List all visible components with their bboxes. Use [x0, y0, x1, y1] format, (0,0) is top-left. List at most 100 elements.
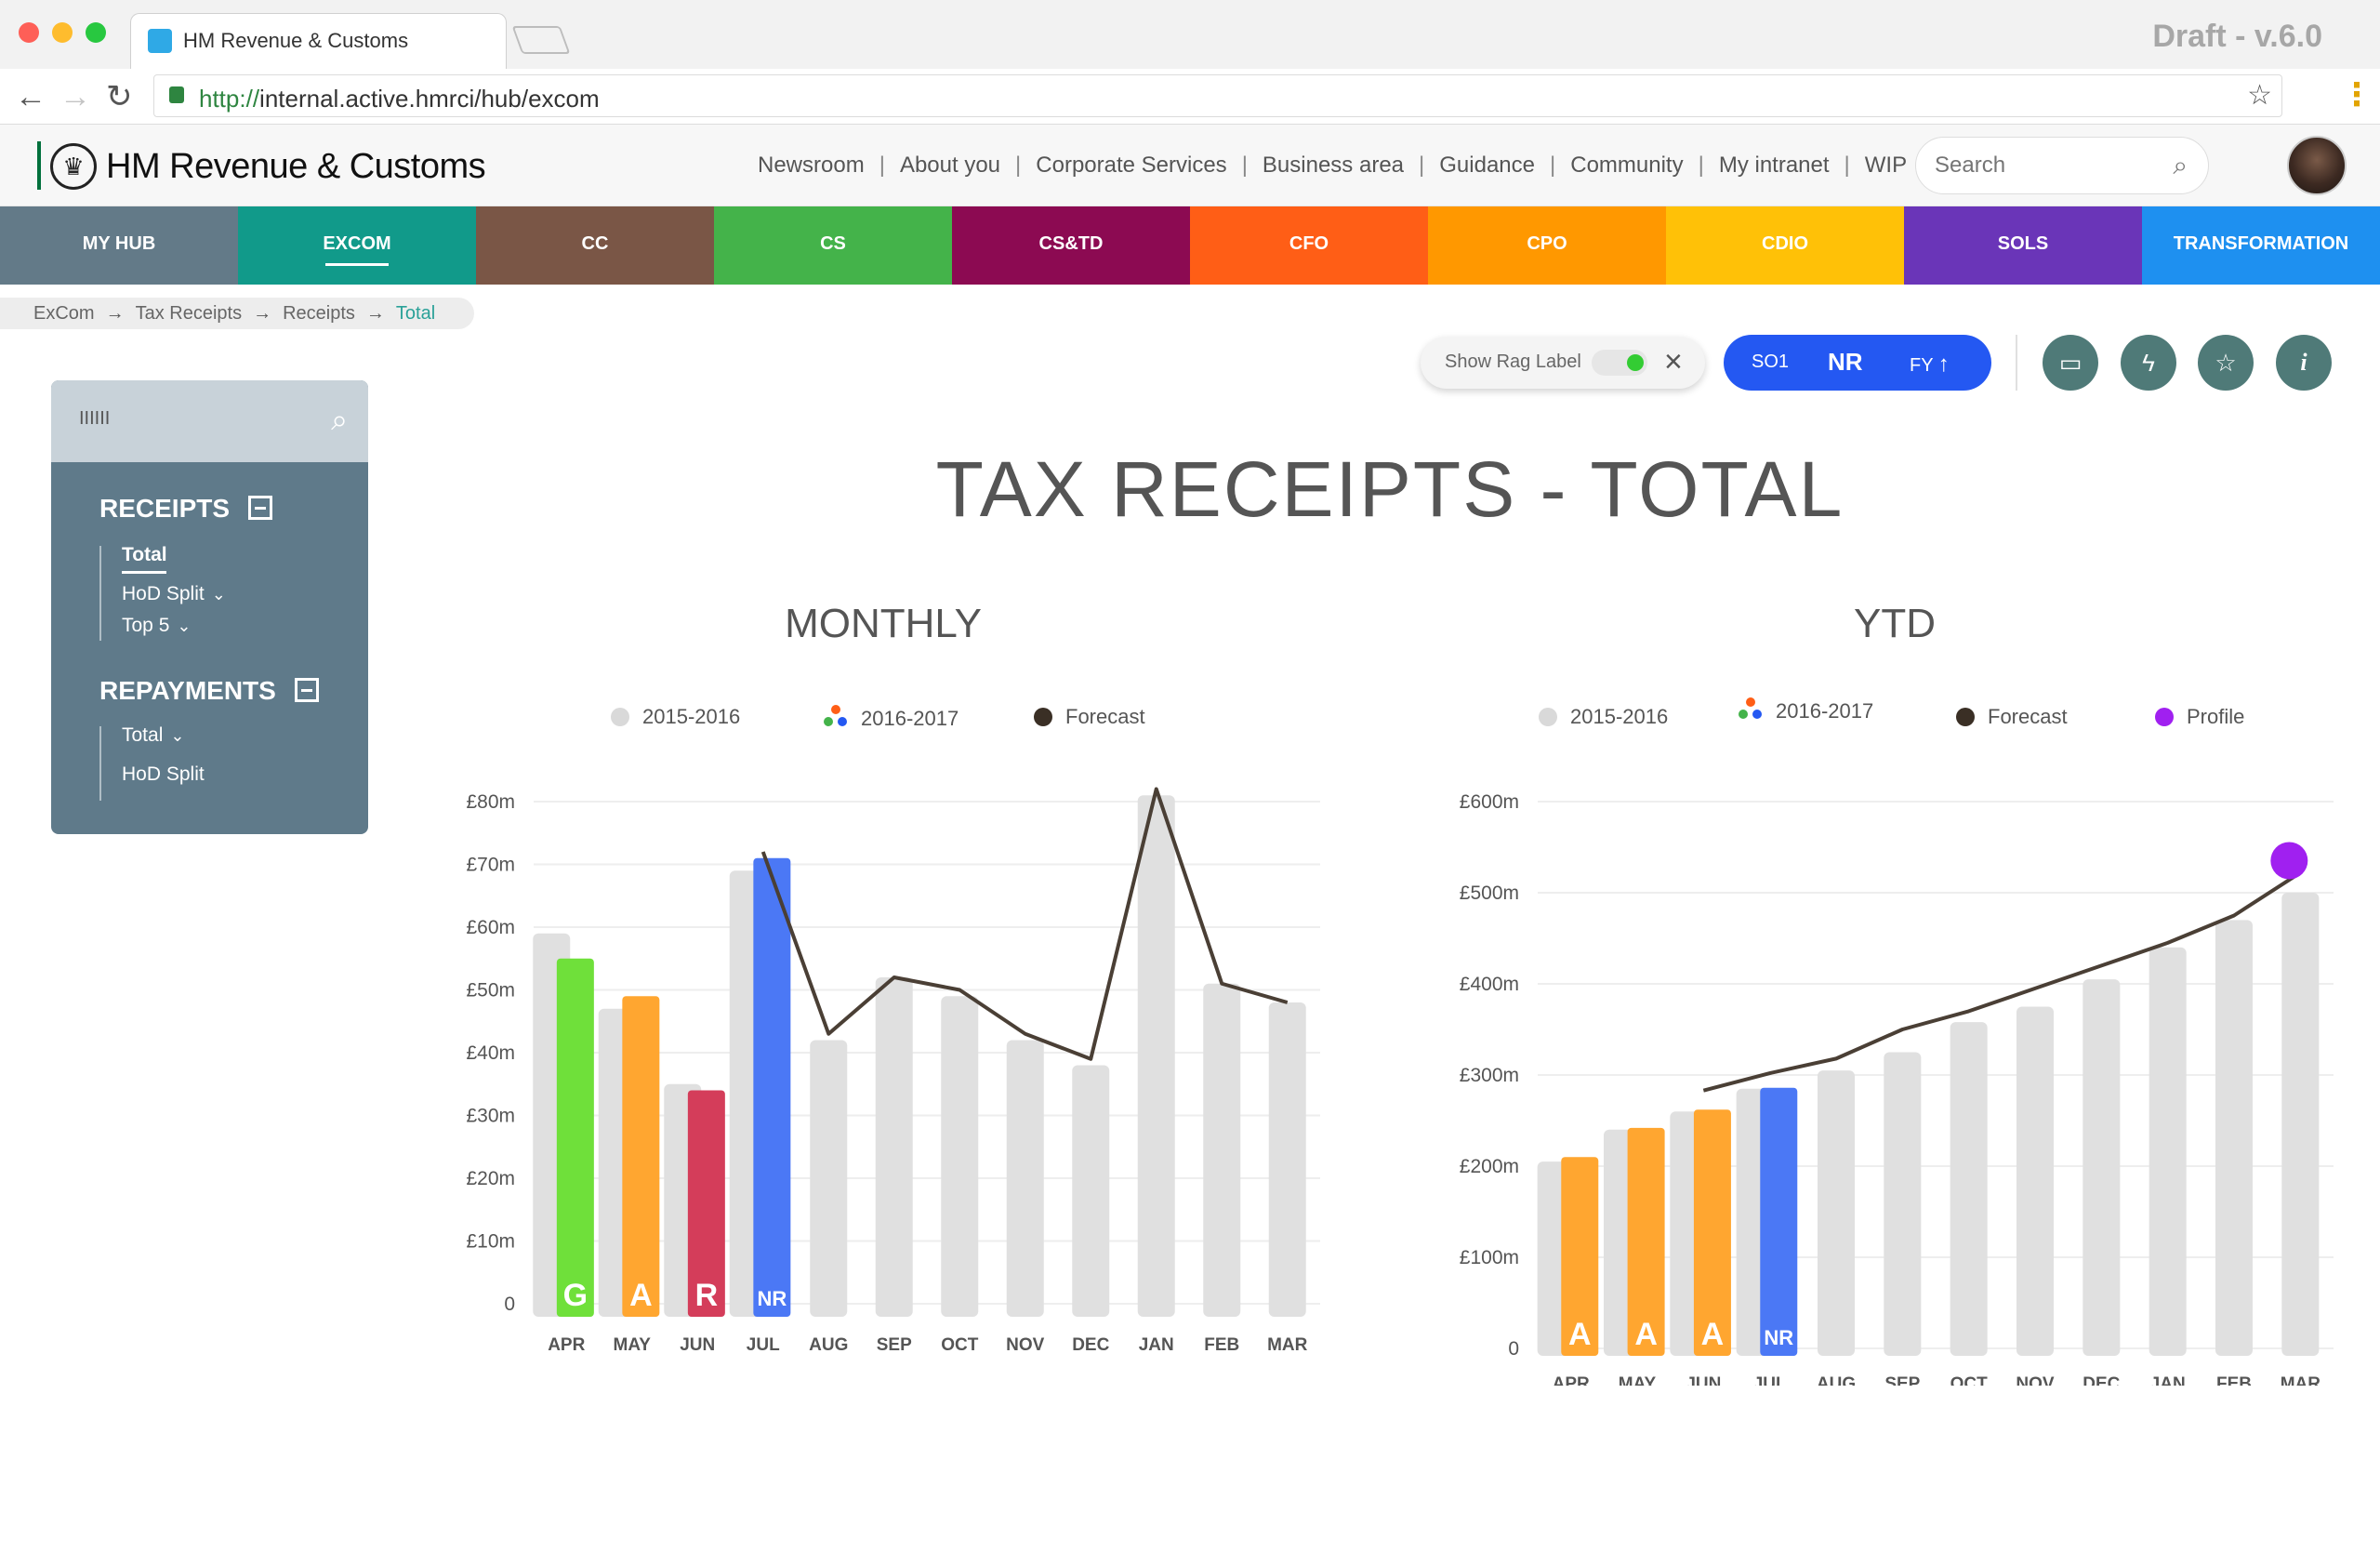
- search-icon[interactable]: ⌕: [331, 403, 348, 436]
- x-tick-label: NOV: [1006, 1335, 1045, 1355]
- bar-2016-2017: [1760, 1087, 1798, 1356]
- tab-my-hub[interactable]: MY HUB: [0, 206, 238, 285]
- forward-arrow-icon[interactable]: →: [60, 79, 91, 114]
- ytd-legend-2015[interactable]: 2015-2016: [1539, 705, 1668, 729]
- tab-cs-td[interactable]: CS&TD: [952, 206, 1190, 285]
- back-arrow-icon[interactable]: ←: [15, 79, 46, 114]
- bar-2016-2017: [622, 996, 660, 1317]
- ytd-legend-forecast[interactable]: Forecast: [1956, 705, 2068, 729]
- info-icon[interactable]: i: [2276, 335, 2332, 391]
- x-tick-label: MAY: [1619, 1374, 1657, 1386]
- x-tick-label: FEB: [1204, 1335, 1239, 1355]
- browser-tab[interactable]: HM Revenue & Customs: [130, 13, 507, 69]
- top-nav-my-intranet[interactable]: My intranet: [1718, 153, 1830, 178]
- x-tick-label: DEC: [1072, 1335, 1109, 1355]
- url-text[interactable]: http://internal.active.hmrci/hub/excom: [199, 85, 600, 113]
- top-nav-about-you[interactable]: About you: [899, 153, 1001, 178]
- rag-label: NR: [1764, 1326, 1793, 1349]
- brand-name[interactable]: HM Revenue & Customs: [106, 147, 486, 186]
- so1-filter[interactable]: SO1: [1752, 352, 1790, 372]
- x-tick-label: JUN: [680, 1335, 715, 1355]
- x-tick-label: NOV: [2016, 1374, 2055, 1386]
- browser-tab-bar: HM Revenue & Customs Draft - v.6.0: [0, 0, 2380, 69]
- bookmark-star-icon[interactable]: ☆: [2247, 80, 2272, 111]
- bar-2015-2016: [810, 1040, 848, 1317]
- tab-cfo[interactable]: CFO: [1190, 206, 1428, 285]
- y-tick-label: £70m: [466, 855, 515, 876]
- star-icon[interactable]: ☆: [2198, 335, 2254, 391]
- top-nav-newsroom[interactable]: Newsroom: [758, 153, 865, 178]
- receipts-heading[interactable]: RECEIPTS: [99, 494, 273, 524]
- repayments-heading[interactable]: REPAYMENTS: [99, 676, 319, 706]
- y-tick-label: £600m: [1460, 791, 1519, 813]
- monthly-legend-forecast[interactable]: Forecast: [1034, 705, 1145, 729]
- user-avatar[interactable]: [2287, 136, 2347, 195]
- x-tick-label: JUN: [1686, 1374, 1721, 1386]
- url-field[interactable]: http://internal.active.hmrci/hub/excom ☆: [153, 74, 2282, 117]
- tab-excom[interactable]: EXCOM: [238, 206, 476, 285]
- top-nav-corporate-services[interactable]: Corporate Services: [1036, 153, 1227, 178]
- chevron-down-icon: ⌄: [170, 726, 185, 745]
- bar-2015-2016: [875, 977, 913, 1317]
- minimize-window-button[interactable]: [52, 22, 73, 43]
- sidebar-item-hod-split[interactable]: HoD Split ⌄: [122, 583, 226, 604]
- maximize-window-button[interactable]: [86, 22, 106, 43]
- tab-transformation[interactable]: TRANSFORMATION: [2142, 206, 2380, 285]
- breadcrumb: ExCom → Tax Receipts → Receipts → Total: [0, 298, 474, 329]
- multicolor-dot-icon: [824, 705, 848, 729]
- site-search: ⌕: [1915, 137, 2209, 194]
- favicon-icon: [148, 29, 172, 53]
- search-icon[interactable]: ⌕: [2173, 151, 2188, 179]
- nav-separator: |: [1844, 153, 1850, 178]
- browser-menu-icon[interactable]: ⋮: [2341, 77, 2373, 113]
- collapse-icon[interactable]: [248, 496, 273, 520]
- tab-cc[interactable]: CC: [476, 206, 714, 285]
- new-tab-button[interactable]: [511, 26, 571, 54]
- nr-filter[interactable]: NR: [1828, 348, 1863, 376]
- nav-separator: |: [1241, 153, 1248, 178]
- tab-cpo[interactable]: CPO: [1428, 206, 1666, 285]
- ytd-legend-profile[interactable]: Profile: [2155, 705, 2244, 729]
- comment-icon[interactable]: ▭: [2043, 335, 2098, 391]
- top-nav-guidance[interactable]: Guidance: [1439, 153, 1535, 178]
- sidebar-item-top-5[interactable]: Top 5 ⌄: [122, 615, 192, 636]
- brand-accent-bar: [37, 141, 41, 190]
- sidebar-search-input[interactable]: [79, 408, 302, 430]
- y-tick-label: £100m: [1460, 1247, 1519, 1268]
- site-search-input[interactable]: [1935, 153, 2158, 179]
- ytd-chart: 0 £100m £200m £300m £400m £500m £600m A A A NR APR M…: [1460, 791, 2334, 1386]
- collapse-icon[interactable]: [294, 678, 319, 702]
- lightning-icon[interactable]: ϟ: [2121, 335, 2176, 391]
- y-tick-label: 0: [504, 1294, 515, 1315]
- reload-icon[interactable]: ↻: [106, 79, 133, 114]
- top-nav-wip[interactable]: WIP: [1864, 153, 1908, 178]
- tab-cs[interactable]: CS: [714, 206, 952, 285]
- sidebar-item-repayments-total[interactable]: Total ⌄: [122, 724, 185, 746]
- y-tick-label: £200m: [1460, 1156, 1519, 1177]
- ytd-legend-2016[interactable]: 2016-2017: [1739, 697, 1873, 723]
- x-tick-label: DEC: [2082, 1374, 2120, 1386]
- chevron-down-icon: ⌄: [177, 617, 192, 635]
- sidebar-item-receipts-total[interactable]: Total: [122, 544, 167, 574]
- fy-filter[interactable]: FY ↑: [1910, 352, 1950, 377]
- x-tick-label: MAY: [614, 1335, 652, 1355]
- x-tick-label: SEP: [877, 1335, 912, 1355]
- tab-cdio[interactable]: CDIO: [1666, 206, 1904, 285]
- sidebar-item-repayments-hod-split[interactable]: HoD Split: [122, 763, 205, 785]
- x-tick-label: APR: [548, 1335, 585, 1355]
- rag-label-toggle[interactable]: [1592, 350, 1647, 376]
- breadcrumb-item[interactable]: Receipts: [283, 303, 355, 324]
- breadcrumb-item[interactable]: Tax Receipts: [135, 303, 243, 324]
- rag-label: A: [629, 1278, 653, 1313]
- close-window-button[interactable]: [19, 22, 39, 43]
- close-icon[interactable]: ×: [1664, 344, 1683, 379]
- bar-2016-2017: [1627, 1127, 1665, 1356]
- top-nav-business-area[interactable]: Business area: [1262, 153, 1405, 178]
- monthly-legend-2015[interactable]: 2015-2016: [611, 705, 740, 729]
- x-tick-label: FEB: [2216, 1374, 2252, 1386]
- tab-sols[interactable]: SOLS: [1904, 206, 2142, 285]
- x-tick-label: MAR: [1267, 1335, 1308, 1355]
- top-nav-community[interactable]: Community: [1570, 153, 1684, 178]
- breadcrumb-item[interactable]: ExCom: [33, 303, 95, 324]
- monthly-legend-2016[interactable]: 2016-2017: [824, 705, 959, 731]
